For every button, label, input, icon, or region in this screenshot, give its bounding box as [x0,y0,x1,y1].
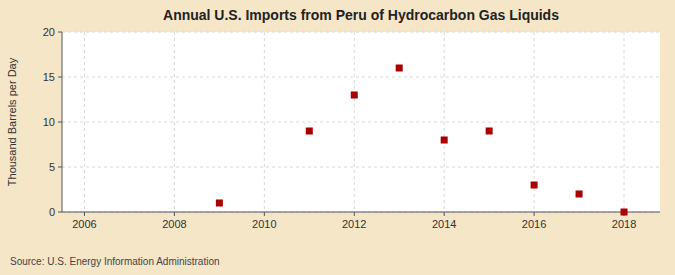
point [351,92,358,99]
y-grid-line [62,212,660,213]
y-tick-label: 10 [43,116,55,128]
chart-svg: 2006 2008 2010 2012 2014 2016 2018 0 5 10 15 20 Annu… [0,0,675,275]
x-tick-label: 2008 [162,218,186,230]
point [621,209,628,216]
x-tick-label: 2006 [72,218,96,230]
y-tick-label: 0 [49,206,55,218]
y-tick [58,212,62,213]
point [306,128,313,135]
x-tick-label: 2014 [432,218,456,230]
point [216,200,223,207]
x-grid-line [444,32,445,212]
x-tick [354,212,355,216]
x-grid-line [624,32,625,212]
grid [62,32,660,212]
x-grid-line [84,32,85,212]
point [531,182,538,189]
x-grid-line [264,32,265,212]
x-tick [444,212,445,216]
y-grid-line [62,167,660,168]
x-tick-label: 2012 [342,218,366,230]
point [486,128,493,135]
x-grid-line [354,32,355,212]
title: Annual U.S. Imports from Peru of Hydroca… [163,7,559,23]
points [216,65,628,216]
x-tick [264,212,265,216]
figure-background [0,0,675,275]
y-axis-label: Thousand Barrels per Day [6,57,18,186]
y-tick [58,77,62,78]
x-grid-line [174,32,175,212]
ticks: 2006 2008 2010 2012 2014 2016 2018 0 5 10 15 20 [43,26,637,230]
x-tick-label: 2016 [522,218,546,230]
y-tick-label: 20 [43,26,55,38]
y-grid-line [62,122,660,123]
y-grid-line [62,77,660,78]
point [576,191,583,198]
y-tick-label: 15 [43,71,55,83]
y-tick [58,32,62,33]
plot-background [62,32,660,212]
y-grid-line [62,32,660,33]
y-tick [58,167,62,168]
chart-container: 2006 2008 2010 2012 2014 2016 2018 0 5 10 15 20 Annu… [0,0,675,275]
x-tick-label: 2010 [252,218,276,230]
y-tick-label: 5 [49,161,55,173]
x-tick [84,212,85,216]
x-axis-line [62,212,660,213]
y-tick [58,122,62,123]
point [396,65,403,72]
source-note: Source: U.S. Energy Information Administ… [10,256,220,267]
x-tick [534,212,535,216]
x-tick [174,212,175,216]
point [441,137,448,144]
x-tick-label: 2018 [612,218,636,230]
